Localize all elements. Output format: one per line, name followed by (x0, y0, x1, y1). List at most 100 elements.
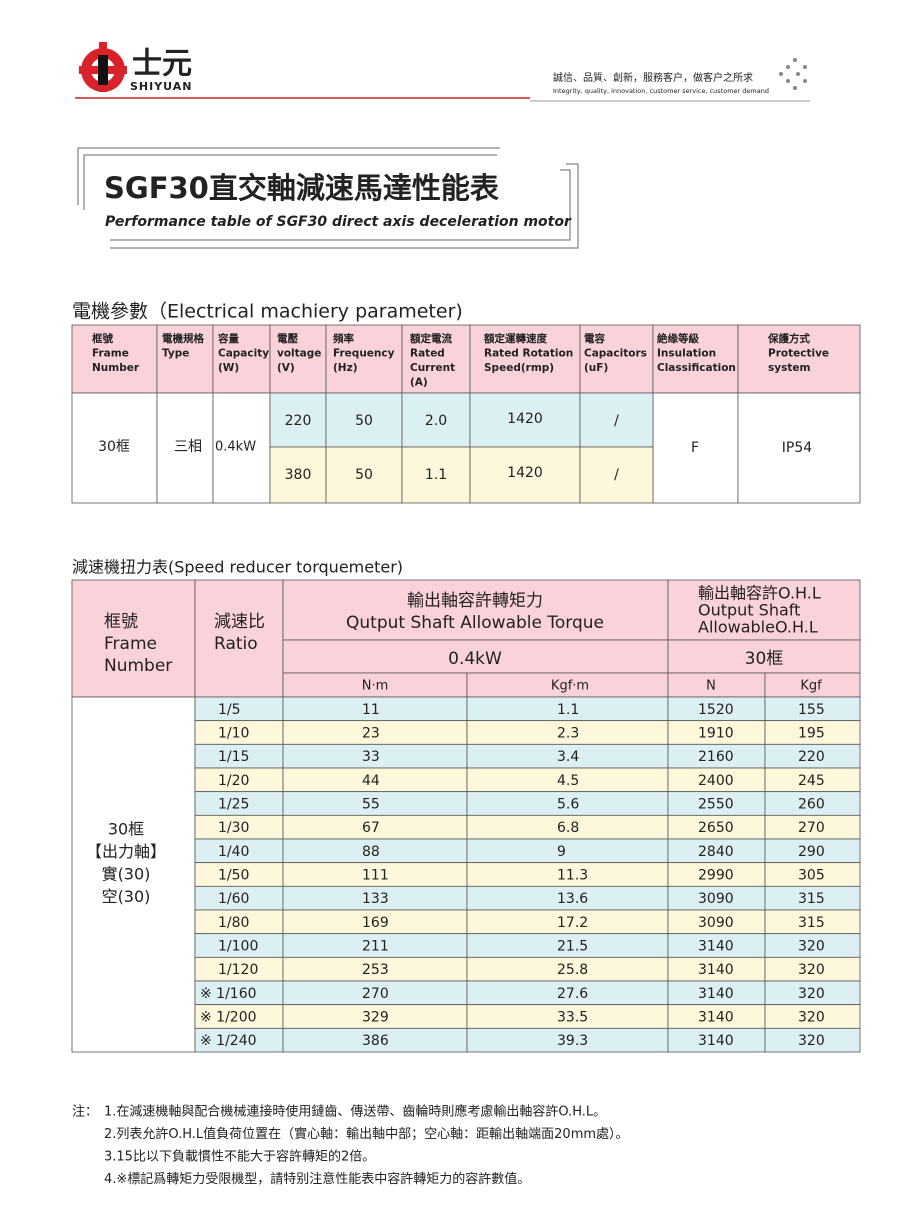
cell-text: 1.1 (557, 702, 579, 718)
cell-text: 2550 (698, 797, 734, 813)
cell-text: 1520 (698, 702, 734, 718)
cell-text: 6.8 (557, 820, 579, 836)
cell (579, 324, 654, 394)
cell-text: 27.6 (557, 986, 588, 1002)
cell (325, 392, 403, 448)
cell (469, 324, 581, 394)
column-header: 輸出軸容許轉矩力 (407, 591, 543, 611)
column-header: 30框 (745, 649, 784, 669)
cell (156, 324, 214, 394)
column-header: (W) (218, 362, 239, 374)
unit-header: Kgf (800, 679, 822, 694)
cell-text: 1/60 (218, 891, 249, 907)
column-header: Insulation (657, 348, 716, 360)
cell-text: 169 (362, 915, 389, 931)
cell-text: 270 (362, 986, 389, 1002)
column-header: Capacity (218, 348, 269, 360)
cell-text: 270 (798, 820, 825, 836)
cell-text: 111 (362, 868, 389, 884)
cell (269, 392, 327, 448)
cell-text: 320 (798, 1010, 825, 1026)
cell (764, 1027, 861, 1053)
cell-text: 1/25 (218, 797, 249, 813)
cell (212, 324, 271, 394)
column-header: 保護方式 (767, 332, 810, 345)
slogan: 誠信、品質、創新，服務客户，做客户之所求 (553, 71, 753, 84)
cell-text: 290 (798, 844, 825, 860)
cell-text: 1/15 (218, 749, 249, 765)
cell-text: 1420 (507, 411, 543, 427)
note: 1.在減速機軸與配合機械連接時使用鏈齒、傳送帶、齒輪時則應考慮輸出軸容許O.H.… (104, 1104, 606, 1120)
page-title: SGF30直交軸減速馬達性能表 (104, 171, 499, 205)
cell-text: 實(30) (102, 865, 151, 884)
cell (325, 324, 403, 394)
cell-text: 3140 (698, 962, 734, 978)
cell-text: 3140 (698, 1033, 734, 1049)
cell-text: 2990 (698, 868, 734, 884)
column-header: Classification (657, 362, 736, 374)
column-header: 框號 (92, 332, 113, 345)
cell-text: 23 (362, 726, 380, 742)
column-header: (uF) (584, 362, 608, 374)
brand-en: SHIYUAN (130, 80, 193, 93)
column-header: 電機規格 (162, 332, 204, 345)
cell-text: F (691, 440, 699, 456)
cell-text: 30框 (108, 820, 144, 839)
column-header: AllowableO.H.L (698, 618, 818, 637)
column-header: Frame (104, 634, 157, 654)
cell-text: ※ 1/200 (200, 1010, 257, 1026)
cell-text: 1.1 (425, 467, 447, 483)
cell-text: 【出力軸】 (86, 842, 166, 861)
cell-text: 67 (362, 820, 380, 836)
cell (466, 838, 669, 864)
cell-text: 1/100 (218, 939, 258, 955)
title-frame (77, 147, 579, 249)
column-header: 額定運轉速度 (483, 332, 547, 345)
cell-text: 1/120 (218, 962, 258, 978)
column-header: Number (92, 362, 140, 374)
column-header: Number (104, 656, 172, 676)
slogan-en: Integrity, quality, innovation, customer… (553, 87, 769, 95)
cell (652, 392, 739, 504)
cell-text: 320 (798, 1033, 825, 1049)
column-header: Qutput Shaft Allowable Torque (346, 613, 604, 633)
cell-text: 315 (798, 915, 825, 931)
logo-icon (79, 42, 127, 92)
cell (71, 392, 158, 504)
cell-text: 2840 (698, 844, 734, 860)
cell-text: 11.3 (557, 868, 588, 884)
column-header: 頻率 (333, 332, 354, 345)
cell-text: 2.0 (425, 413, 447, 429)
cell (401, 392, 471, 448)
cell-text: 329 (362, 1010, 389, 1026)
cell (401, 324, 471, 394)
cell-text: 260 (798, 797, 825, 813)
cell (737, 324, 861, 394)
unit-header: Kgf·m (551, 679, 589, 694)
column-header: Frequency (333, 348, 395, 360)
column-header: (A) (410, 377, 428, 389)
notes-label: 注： (72, 1105, 98, 1120)
cell-text: 305 (798, 868, 825, 884)
cell (764, 672, 861, 698)
column-header: voltage (277, 348, 321, 360)
cell (469, 392, 581, 448)
cell-text: 33 (362, 749, 380, 765)
cell-text: 0.4kW (215, 440, 256, 455)
cell-text: 2400 (698, 773, 734, 789)
cell (282, 579, 669, 641)
cell-text: 1/10 (218, 726, 249, 742)
column-header: Rated Rotation (484, 348, 573, 360)
cell-text: 2650 (698, 820, 734, 836)
page-subtitle: Performance table of SGF30 direct axis d… (105, 214, 572, 230)
cell-text: 2.3 (557, 726, 579, 742)
cell-text: 39.3 (557, 1033, 588, 1049)
note: 4.※標記爲轉矩力受限機型，請特别注意性能表中容許轉矩力的容許數值。 (104, 1171, 530, 1187)
cell-text: 1/50 (218, 868, 249, 884)
cell-text: 220 (798, 749, 825, 765)
cell-text: 320 (798, 939, 825, 955)
cell-text: 1/20 (218, 773, 249, 789)
cell-text: 3140 (698, 1010, 734, 1026)
cell-text: 50 (355, 413, 373, 429)
cell-text: 21.5 (557, 939, 588, 955)
